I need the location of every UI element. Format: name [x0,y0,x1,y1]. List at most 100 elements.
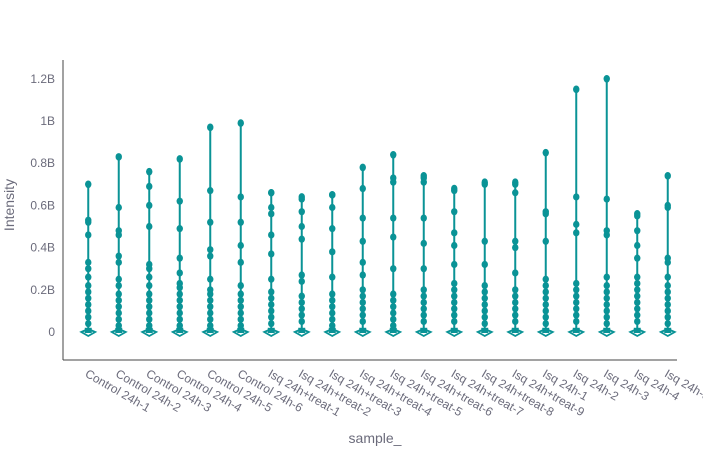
outlier-point [268,250,275,258]
dense-points [145,327,153,333]
y-tick-label: 0.4B [30,241,55,255]
outlier-point [573,220,580,228]
box-body [292,328,311,338]
box-group [658,172,677,338]
outlier-point [390,290,397,298]
outlier-point [85,313,92,321]
box-body [140,328,159,338]
outlier-point [512,292,519,300]
box-group [445,184,464,338]
outlier-point [115,258,122,266]
outlier-point [115,290,122,298]
outlier-point [573,292,580,300]
outlier-point [603,307,610,315]
outlier-point [451,298,458,307]
box-body [323,328,342,338]
outlier-point [420,239,427,247]
outlier-point [329,225,336,233]
outlier-point [512,244,519,252]
box-body [628,328,647,338]
outlier-point [634,305,641,313]
outlier-point [573,298,580,307]
outlier-point [359,184,366,193]
box-group [109,153,128,338]
outlier-point [420,305,427,313]
dense-points [603,327,611,333]
outlier-point [390,296,397,304]
outlier-point [390,265,397,273]
outlier-point [573,193,580,201]
y-tick-label: 1B [40,114,55,128]
max-marker [207,123,214,132]
box-group [201,123,220,338]
outlier-point [542,210,549,218]
outlier-point [85,265,92,273]
outlier-point [298,271,305,279]
y-tick-label: 0.2B [30,283,55,297]
box-group [628,210,647,338]
outlier-point [420,178,427,186]
box-group [506,178,525,338]
outlier-point [146,201,153,209]
outlier-point [664,273,671,281]
outlier-point [207,315,214,323]
outlier-point [573,279,580,288]
outlier-point [573,317,580,326]
outlier-point [634,241,641,250]
outlier-point [85,319,92,328]
outlier-point [207,322,214,330]
outlier-point [420,214,427,222]
outlier-point [207,252,214,260]
outlier-point [115,281,122,290]
outlier-point [542,288,549,296]
outlier-point [634,227,641,235]
outlier-point [481,319,488,328]
outlier-point [237,296,244,304]
outlier-point [359,258,366,266]
outlier-point [603,294,610,302]
dense-points [328,327,336,333]
box-body [567,328,586,338]
box-group [140,167,159,338]
outlier-point [603,195,610,203]
outlier-point [573,305,580,313]
outlier-point [451,229,458,237]
outlier-point [176,269,183,277]
outlier-point [329,309,336,317]
outlier-point [603,281,610,290]
outlier-point [85,300,92,309]
outlier-point [298,195,305,203]
outlier-point [85,273,92,281]
outlier-point [359,214,366,222]
outlier-point [420,292,427,300]
outlier-point [512,305,519,313]
box-body [658,328,677,338]
y-tick-label: 0 [48,325,55,339]
outlier-point [176,315,183,323]
outlier-point [359,286,366,294]
outlier-point [542,275,549,283]
outlier-point [451,286,458,294]
outlier-point [664,288,671,296]
outlier-point [115,296,122,304]
max-marker [237,119,244,127]
outlier-point [542,313,549,321]
max-marker [390,150,397,159]
outlier-point [298,277,305,285]
outlier-point [85,231,92,239]
outlier-point [481,180,488,188]
dense-points [664,327,672,333]
outlier-point [603,313,610,321]
outlier-point [298,222,305,231]
outlier-point [115,203,122,212]
outlier-point [634,273,641,281]
outlier-point [207,303,214,311]
outlier-point [603,231,610,239]
outlier-point [176,284,183,292]
box-body [79,328,98,338]
outlier-point [512,317,519,326]
box-body [475,328,494,338]
outlier-point [542,281,549,290]
box-group [262,188,281,338]
outlier-point [176,197,183,205]
